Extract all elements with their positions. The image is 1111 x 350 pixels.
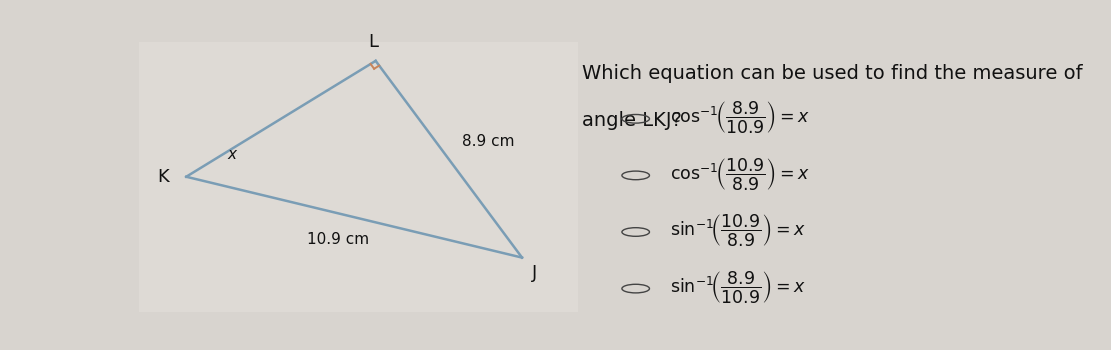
Text: Which equation can be used to find the measure of: Which equation can be used to find the m…	[582, 64, 1083, 83]
Text: K: K	[157, 168, 169, 186]
Bar	[139, 42, 578, 312]
Text: J: J	[531, 264, 537, 282]
Text: angle LKJ?: angle LKJ?	[582, 111, 682, 130]
Text: $\mathregular{cos}^{-1}\!\left(\dfrac{8.9}{10.9}\right) = x$: $\mathregular{cos}^{-1}\!\left(\dfrac{8.…	[670, 99, 810, 135]
Text: x: x	[228, 147, 237, 162]
Text: $\mathregular{sin}^{-1}\!\left(\dfrac{10.9}{8.9}\right) = x$: $\mathregular{sin}^{-1}\!\left(\dfrac{10…	[670, 212, 805, 248]
Text: $\mathregular{sin}^{-1}\!\left(\dfrac{8.9}{10.9}\right) = x$: $\mathregular{sin}^{-1}\!\left(\dfrac{8.…	[670, 269, 805, 305]
Text: L: L	[368, 34, 378, 51]
Text: 10.9 cm: 10.9 cm	[307, 232, 369, 247]
Text: 8.9 cm: 8.9 cm	[462, 134, 514, 149]
Text: $\mathregular{cos}^{-1}\!\left(\dfrac{10.9}{8.9}\right) = x$: $\mathregular{cos}^{-1}\!\left(\dfrac{10…	[670, 155, 810, 191]
